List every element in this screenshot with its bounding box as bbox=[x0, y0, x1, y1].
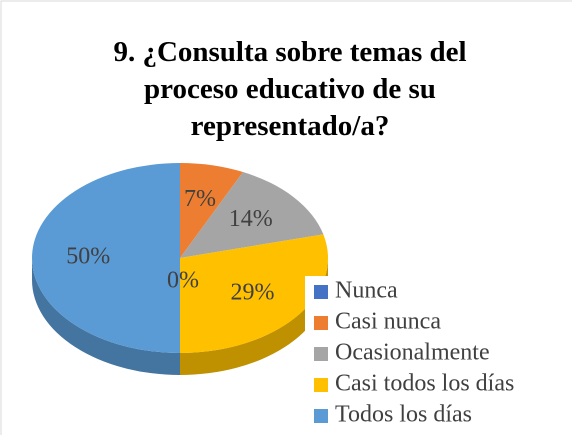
legend-label: Ocasionalmente bbox=[335, 340, 490, 366]
pie-slice bbox=[32, 163, 180, 353]
data-label: 29% bbox=[231, 280, 275, 306]
legend-label: Nunca bbox=[335, 278, 398, 304]
legend-swatch bbox=[314, 378, 328, 392]
legend-swatch bbox=[314, 316, 328, 330]
data-label: 50% bbox=[66, 244, 110, 270]
legend-label: Casi todos los días bbox=[335, 371, 514, 397]
pie-slice bbox=[180, 163, 244, 258]
legend-swatch bbox=[314, 347, 328, 361]
data-label: 7% bbox=[184, 186, 216, 212]
legend-swatch bbox=[314, 409, 328, 423]
pie-slice bbox=[180, 172, 324, 258]
legend-label: Todos los días bbox=[335, 402, 472, 428]
pie-slice bbox=[180, 234, 328, 353]
pie-side bbox=[180, 258, 328, 375]
data-label: 14% bbox=[229, 206, 273, 232]
data-label: 0% bbox=[167, 268, 199, 294]
legend-label: Casi nunca bbox=[335, 309, 441, 335]
chart-title: 9. ¿Consulta sobre temas del proceso edu… bbox=[113, 36, 467, 142]
legend-box bbox=[305, 276, 572, 435]
pie-side bbox=[32, 258, 180, 375]
legend-swatch bbox=[314, 285, 328, 299]
